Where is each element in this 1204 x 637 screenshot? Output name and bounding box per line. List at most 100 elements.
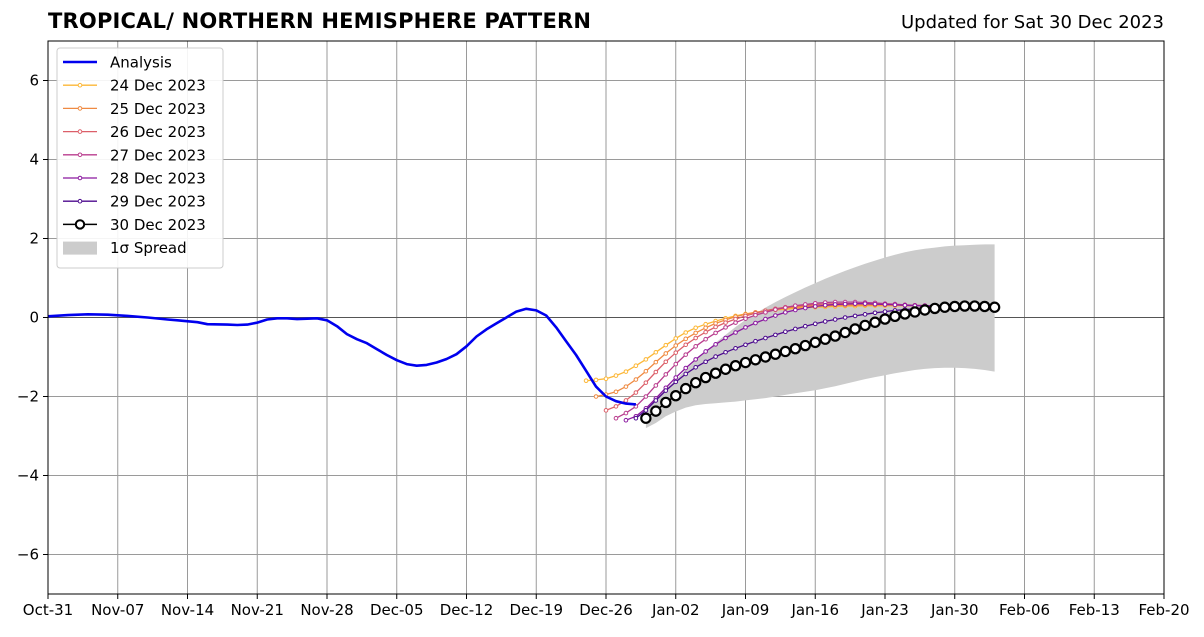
x-tick-label: Dec-19 [509, 601, 563, 619]
series-point [939, 301, 951, 313]
series-point [753, 312, 758, 318]
series-point [693, 344, 698, 349]
legend-marker [77, 129, 83, 134]
series-point [613, 373, 619, 378]
legend: Analysis 24 Dec 2023 25 Dec 2023 26 Dec 202… [56, 47, 224, 269]
series-point [683, 365, 689, 371]
series-point [733, 346, 738, 351]
series-point [653, 383, 659, 388]
series-point [799, 339, 811, 352]
series-point [613, 404, 619, 409]
series-point [713, 324, 718, 330]
series-point [899, 308, 911, 320]
y-tick-label: 4 [29, 151, 39, 169]
series-point [749, 354, 762, 366]
y-tick-label: −2 [17, 388, 39, 406]
series-point [683, 371, 689, 377]
series-point [713, 354, 718, 359]
series-point [779, 345, 792, 358]
series-point [852, 313, 858, 319]
series-point [719, 363, 732, 375]
series-point [643, 408, 649, 413]
series-point [703, 359, 708, 365]
series-point [703, 336, 708, 342]
series-point [593, 377, 599, 383]
series-point [889, 310, 901, 323]
series-point [623, 417, 629, 423]
series-point [683, 352, 689, 357]
series-point [593, 394, 599, 399]
series-point [689, 376, 702, 389]
legend-marker [77, 82, 83, 88]
series-point [822, 319, 828, 324]
series-point [839, 326, 851, 339]
series-point [793, 303, 798, 308]
series-point [703, 329, 708, 335]
series-point [919, 304, 931, 316]
series-point [872, 301, 878, 307]
series-point [723, 349, 728, 355]
series-point [643, 380, 649, 385]
series-point [832, 302, 838, 307]
series-point [802, 305, 808, 311]
series-point [680, 382, 692, 395]
legend-swatch [63, 241, 97, 255]
forecast-series [583, 299, 1001, 424]
series-point [709, 367, 722, 379]
series-point [862, 301, 868, 306]
y-tick-label: 6 [29, 72, 39, 90]
x-tick-label: Nov-07 [91, 601, 144, 619]
series-point [869, 316, 881, 328]
series-point [733, 320, 738, 325]
series-point [673, 375, 679, 380]
series-point [663, 372, 669, 377]
chart-title: TROPICAL/ NORTHERN HEMISPHERE PATTERN [48, 9, 592, 33]
series-point [862, 312, 868, 317]
series-point [829, 330, 841, 342]
x-tick-label: Dec-05 [370, 601, 424, 619]
series-point [713, 342, 718, 347]
series-point [723, 320, 728, 325]
series-point [670, 390, 682, 402]
series-point [683, 342, 689, 348]
series-point [739, 356, 752, 369]
updated-label: Updated for Sat 30 Dec 2023 [900, 12, 1164, 33]
spread-band [645, 244, 995, 429]
series-point [643, 394, 649, 399]
series-point [673, 361, 679, 367]
series-point [753, 320, 758, 326]
x-tick-label: Nov-21 [231, 601, 284, 619]
series-point [859, 319, 871, 332]
series-point [723, 325, 728, 330]
legend-label: 24 Dec 2023 [110, 77, 206, 95]
series-point [673, 336, 679, 341]
series-point [783, 310, 788, 315]
x-tick-label: Jan-02 [651, 601, 700, 619]
y-tick-label: −6 [17, 546, 39, 564]
series-point [909, 306, 921, 318]
series-point [743, 342, 748, 348]
series-point [819, 333, 831, 345]
series-point [743, 316, 748, 321]
legend-marker [77, 106, 83, 111]
series-point [683, 336, 689, 342]
series-point [713, 330, 718, 336]
legend-label: 1σ Spread [110, 239, 187, 257]
y-tick-label: −4 [17, 467, 39, 485]
x-tick-label: Dec-26 [579, 601, 633, 619]
series-point [723, 335, 728, 341]
series-point [673, 343, 679, 348]
series-point [978, 300, 991, 313]
series-point [653, 398, 659, 403]
series-point [968, 300, 981, 312]
series-point [812, 321, 818, 327]
series-point [699, 371, 712, 384]
series-point [733, 330, 738, 335]
series-point [849, 323, 861, 335]
x-tick-label: Dec-12 [440, 601, 494, 619]
series-point [812, 304, 818, 309]
series-point [693, 357, 698, 362]
series-point [703, 349, 708, 354]
series-point [793, 326, 798, 332]
